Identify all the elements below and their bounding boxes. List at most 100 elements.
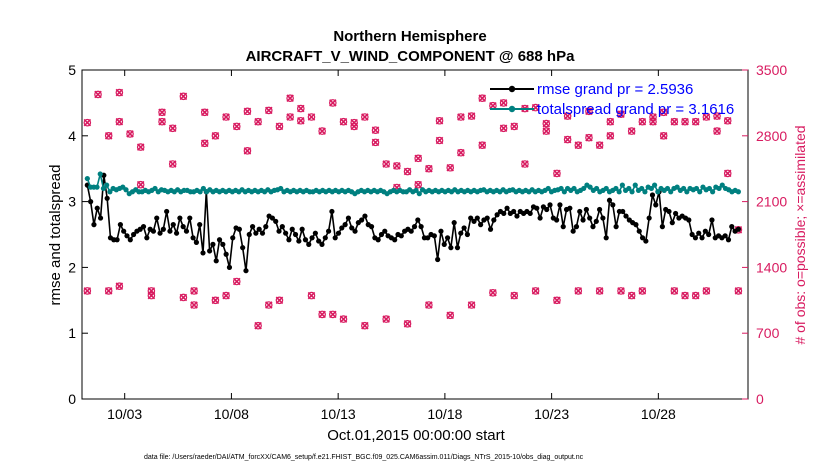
obs-assimilated-marker (574, 141, 583, 149)
totalspread-point (697, 189, 703, 195)
obs-assimilated-marker (275, 122, 284, 131)
rmse-point (246, 231, 252, 238)
obs-assimilated-marker (670, 287, 679, 295)
obs-assimilated-marker (136, 143, 145, 151)
obs-assimilated-marker (211, 296, 220, 305)
obs-possible-marker (659, 132, 668, 140)
totalspread-point (152, 185, 158, 192)
totalspread-point (639, 185, 645, 192)
rmse-point (213, 258, 219, 264)
obs-assimilated-marker (147, 287, 156, 295)
obs-assimilated-marker (371, 126, 380, 134)
x-tick-label: 10/18 (427, 406, 462, 422)
rmse-point (692, 235, 699, 241)
obs-assimilated-marker (585, 133, 593, 142)
obs-assimilated-marker (681, 291, 689, 300)
obs-assimilated-marker (168, 124, 177, 133)
rmse-point (164, 208, 170, 215)
rmse-point (610, 202, 616, 208)
totalspread-point (107, 189, 113, 195)
rmse-point (636, 228, 642, 234)
rmse-point (289, 226, 295, 232)
rmse-point (368, 224, 375, 230)
totalspread-point (642, 189, 648, 195)
rmse-point (167, 228, 173, 234)
rmse-point (567, 205, 573, 211)
obs-assimilated-marker (339, 315, 348, 323)
obs-assimilated-marker (318, 127, 326, 135)
obs-possible-marker (200, 139, 209, 148)
totalspread-point (571, 185, 577, 192)
obs-assimilated-marker (478, 94, 487, 102)
obs-assimilated-marker (425, 164, 433, 173)
totalspread-point (681, 185, 687, 192)
obs-assimilated-marker (467, 301, 476, 309)
obs-assimilated-marker (83, 118, 92, 127)
totalspread-point (561, 189, 567, 195)
totalspread-point (668, 189, 674, 195)
obs-assimilated-marker (606, 132, 615, 140)
obs-possible-marker (371, 126, 380, 134)
obs-assimilated-marker (617, 287, 625, 295)
rmse-point (686, 217, 692, 223)
rmse-point (121, 228, 127, 234)
rmse-point (570, 228, 576, 234)
rmse-point (296, 238, 302, 244)
obs-assimilated-marker (168, 160, 177, 168)
totalspread-point (603, 185, 609, 192)
obs-assimilated-marker (414, 154, 422, 163)
rmse-point (94, 205, 100, 211)
rmse-point (722, 233, 728, 239)
obs-possible-marker (104, 287, 113, 295)
obs-possible-marker (254, 117, 262, 126)
y-tick-label-left: 5 (68, 62, 76, 78)
obs-assimilated-marker (211, 132, 220, 140)
obs-possible-marker (574, 141, 583, 150)
rmse-point (279, 224, 285, 230)
obs-possible-marker (243, 147, 252, 155)
y-tick-label-right: 1400 (756, 259, 787, 275)
obs-possible-marker (702, 287, 711, 295)
obs-assimilated-marker (158, 108, 166, 117)
rmse-point (643, 238, 649, 244)
rmse-point (702, 228, 708, 234)
obs-assimilated-marker (286, 113, 294, 121)
obs-assimilated-marker (489, 101, 497, 110)
rmse-point (633, 222, 639, 228)
obs-assimilated-marker (542, 119, 551, 128)
obs-possible-marker (126, 130, 134, 138)
rmse-point (613, 224, 619, 230)
obs-assimilated-marker (713, 112, 721, 120)
y-tick-label-left: 1 (68, 325, 76, 341)
y-tick-label-right: 2800 (756, 128, 787, 144)
obs-possible-marker (339, 117, 348, 126)
y-tick-label-left: 4 (68, 128, 76, 144)
totalspread-point (123, 187, 129, 193)
obs-assimilated-marker (595, 287, 604, 295)
obs-assimilated-marker (115, 88, 124, 97)
rmse-point (534, 205, 540, 211)
y-tick-label-left: 0 (68, 391, 76, 407)
obs-possible-marker (553, 169, 561, 178)
obs-possible-marker (296, 116, 305, 125)
obs-assimilated-marker (542, 127, 551, 135)
obs-possible-marker (638, 287, 647, 295)
rmse-point (276, 228, 282, 234)
rmse-point (639, 235, 646, 241)
obs-assimilated-marker (115, 117, 124, 126)
rmse-point (501, 210, 507, 217)
rmse-point (425, 235, 431, 241)
obs-possible-marker (264, 106, 273, 115)
rmse-point (659, 224, 665, 230)
rmse-point (415, 217, 421, 223)
rmse-point (511, 208, 517, 215)
rmse-point (491, 217, 497, 223)
rmse-point (699, 235, 705, 241)
obs-assimilated-marker (265, 106, 273, 115)
totalspread-point (558, 185, 564, 192)
rmse-point (560, 224, 566, 230)
totalspread-point (94, 184, 100, 190)
rmse-point (187, 215, 193, 221)
obs-assimilated-marker (553, 296, 561, 305)
